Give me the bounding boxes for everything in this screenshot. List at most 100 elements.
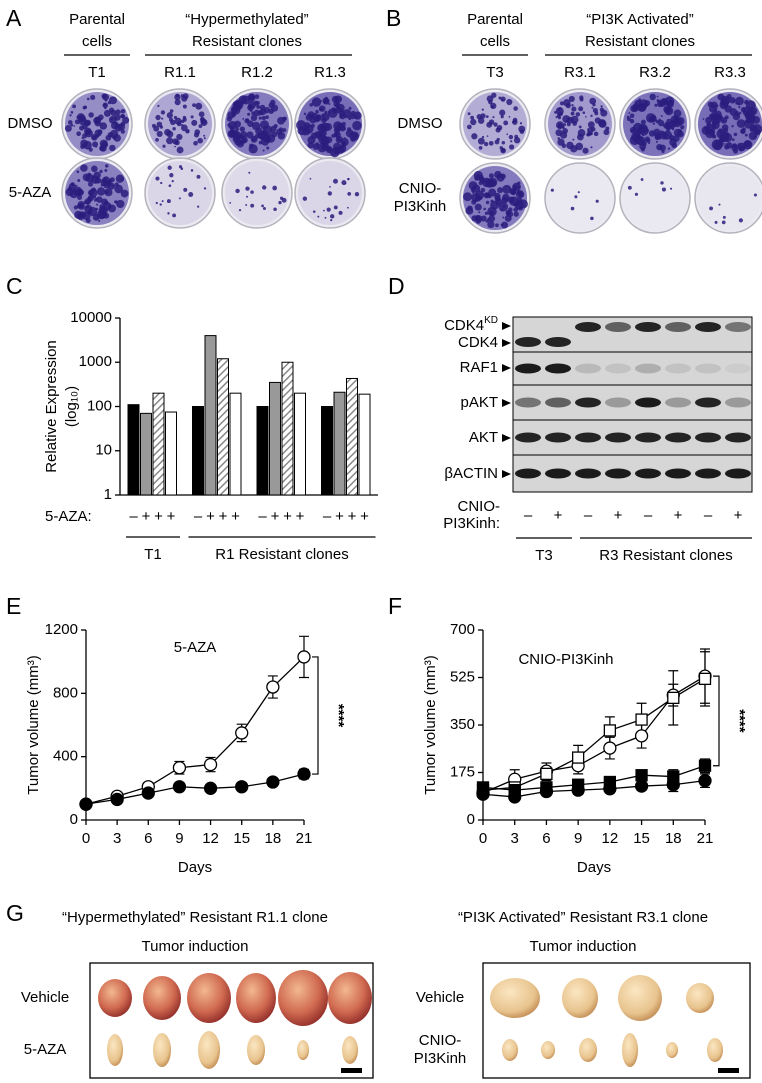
colony	[640, 178, 644, 181]
colony	[178, 165, 183, 169]
treatment-sign: +	[219, 508, 228, 525]
colony	[346, 206, 349, 209]
panel-letter: G	[6, 900, 24, 926]
colony	[250, 114, 258, 122]
column-label: R1.2	[241, 64, 273, 81]
colony	[272, 185, 278, 191]
treatment-sign: +	[348, 508, 357, 525]
blot-band	[665, 468, 691, 479]
blot-band	[575, 322, 601, 332]
colony	[99, 169, 103, 174]
colony	[262, 185, 267, 190]
colony	[329, 147, 340, 158]
y-axis-label: Tumor volume (mm³)	[422, 655, 439, 794]
colony	[333, 121, 343, 131]
colony	[480, 215, 487, 222]
colony	[261, 115, 266, 121]
treatment-sign: +	[360, 508, 369, 525]
colony	[254, 133, 260, 139]
colony	[168, 184, 172, 188]
colony	[600, 105, 603, 108]
header-text: Resistant clones	[192, 33, 302, 50]
colony	[309, 116, 317, 124]
colony	[508, 134, 514, 140]
scale-bar	[718, 1068, 739, 1073]
band-label: βACTIN	[444, 465, 498, 482]
colony	[731, 124, 734, 128]
colony	[626, 116, 631, 121]
band-name: pAKT	[460, 394, 498, 411]
colony	[467, 112, 471, 116]
colony	[603, 129, 610, 136]
colony	[174, 99, 181, 106]
colony	[501, 98, 504, 102]
colony	[96, 203, 99, 206]
colony	[654, 103, 658, 107]
colony	[665, 122, 674, 130]
colony	[337, 137, 341, 142]
colony	[180, 94, 184, 98]
colony	[562, 115, 571, 123]
marker	[698, 773, 712, 788]
band-label: CDK4KD	[444, 315, 498, 334]
bar	[294, 392, 306, 496]
tumor	[247, 1035, 265, 1065]
colony	[502, 184, 512, 194]
colony	[245, 186, 250, 191]
colony	[77, 194, 83, 200]
colony	[574, 195, 578, 199]
marker	[508, 783, 521, 797]
colony	[235, 188, 240, 194]
colony	[518, 192, 524, 198]
row-label: DMSO	[8, 115, 53, 132]
colony	[475, 218, 482, 224]
y-tick-label: 175	[450, 763, 475, 780]
header-text: cells	[480, 33, 510, 50]
marker	[235, 780, 249, 794]
plate-stain	[225, 161, 289, 225]
colony	[576, 133, 584, 141]
colony	[353, 111, 362, 120]
colony	[680, 133, 683, 136]
colony	[659, 144, 666, 152]
plate-stain	[623, 166, 687, 230]
bar	[358, 393, 371, 496]
colony	[203, 137, 206, 140]
y-tick-label: 800	[53, 684, 78, 701]
y-axis-label: Tumor volume (mm³)	[25, 655, 42, 794]
colony	[334, 95, 343, 103]
colony	[479, 177, 486, 184]
colony	[555, 107, 564, 116]
colony	[258, 116, 262, 120]
colony	[332, 110, 336, 113]
colony	[95, 217, 98, 220]
colony	[507, 207, 513, 213]
y-tick-label: 10000	[70, 309, 112, 326]
colony	[648, 130, 656, 137]
colony	[710, 114, 718, 121]
bar	[165, 411, 177, 496]
colony	[109, 144, 116, 152]
tumor	[328, 972, 372, 1024]
x-tick-label: 6	[542, 830, 550, 847]
colony	[568, 95, 575, 102]
colony	[156, 130, 163, 137]
colony	[331, 134, 336, 138]
colony	[116, 199, 125, 209]
colony	[85, 173, 95, 183]
blot-band	[575, 468, 601, 479]
column-label: R3.1	[564, 64, 596, 81]
bar	[321, 406, 333, 496]
header-text: “PI3K Activated”	[586, 11, 694, 28]
colony	[233, 120, 241, 128]
plate-dish	[544, 162, 616, 234]
plate-dish	[694, 162, 762, 234]
marker	[476, 781, 490, 794]
colony	[307, 136, 316, 145]
marker	[634, 729, 649, 743]
colony	[655, 140, 659, 143]
colony	[261, 204, 264, 208]
bar	[217, 358, 229, 496]
colony	[703, 126, 707, 130]
marker	[571, 751, 585, 764]
